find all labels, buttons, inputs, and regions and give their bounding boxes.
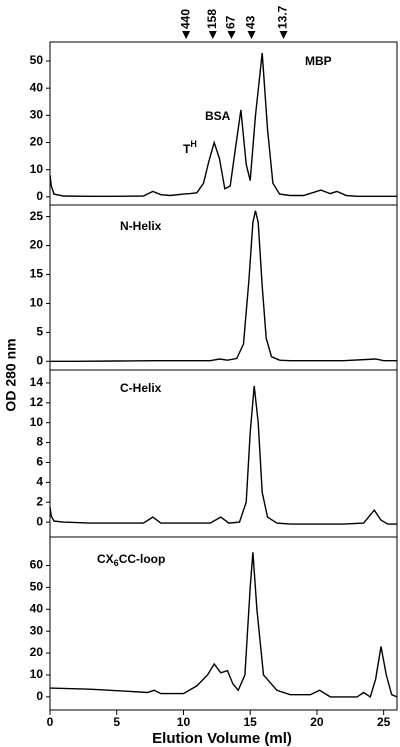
panel-label: N-Helix	[120, 219, 162, 233]
size-marker	[208, 31, 217, 39]
y-tick-label: 30	[30, 108, 44, 122]
panel-frame	[49, 204, 398, 371]
panel-label: C-Helix	[120, 381, 162, 395]
size-marker	[279, 31, 288, 39]
panel-frame	[49, 369, 398, 538]
y-tick-label: 12	[30, 395, 44, 409]
trace	[49, 52, 397, 197]
y-tick-label: 0	[36, 189, 43, 203]
panel-frame	[49, 536, 398, 711]
y-tick-label: 40	[30, 80, 44, 94]
size-marker	[182, 31, 191, 39]
y-tick-label: 6	[36, 455, 43, 469]
y-tick-label: 8	[36, 435, 43, 449]
y-tick-label: 10	[30, 162, 44, 176]
peak-label: TH	[183, 139, 197, 156]
peak-label-part: T	[183, 142, 191, 156]
x-tick-label: 0	[47, 715, 54, 729]
y-tick-label: 30	[30, 623, 44, 637]
y-tick-label: 50	[30, 580, 44, 594]
y-tick-label: 14	[30, 375, 44, 389]
trace	[49, 385, 397, 525]
x-tick-label: 10	[177, 715, 191, 729]
y-tick-label: 5	[36, 325, 43, 339]
size-marker	[247, 31, 256, 39]
y-tick-label: 10	[30, 415, 44, 429]
y-tick-label: 20	[30, 238, 44, 252]
y-tick-label: 4	[36, 474, 43, 488]
y-tick-label: 20	[30, 135, 44, 149]
y-tick-label: 20	[30, 645, 44, 659]
y-tick-label: 2	[36, 494, 43, 508]
y-tick-label: 0	[36, 689, 43, 703]
x-tick-label: 15	[244, 715, 258, 729]
x-tick-label: 5	[113, 715, 120, 729]
x-tick-label: 20	[310, 715, 324, 729]
panel-label-part: CX	[97, 552, 114, 566]
x-tick-label: 25	[377, 715, 391, 729]
y-tick-label: 10	[30, 296, 44, 310]
y-tick-label: 50	[30, 53, 44, 67]
y-tick-label: 40	[30, 601, 44, 615]
size-marker-label: 158	[205, 9, 219, 29]
y-tick-label: 10	[30, 667, 44, 681]
y-tick-label: 60	[30, 558, 44, 572]
panel-label: CX6CC-loop	[97, 552, 165, 568]
y-tick-label: 25	[30, 209, 44, 223]
size-marker-label: 67	[224, 15, 238, 29]
panel-label-part: 6	[114, 558, 119, 568]
y-tick-label: 15	[30, 267, 44, 281]
y-tick-label: 0	[36, 353, 43, 367]
trace	[49, 552, 398, 699]
size-marker	[227, 31, 236, 39]
peak-label: MBP	[305, 54, 332, 68]
size-marker-label: 43	[244, 15, 258, 29]
peak-label: BSA	[205, 109, 231, 123]
panel-label-part: CC-loop	[119, 552, 166, 566]
y-axis-label: OD 280 nm	[3, 338, 19, 411]
trace	[50, 210, 397, 362]
y-tick-label: 0	[36, 514, 43, 528]
peak-label-sup: H	[190, 139, 197, 149]
x-axis-label: Elution Volume (ml)	[152, 730, 292, 747]
size-marker-label: 440	[178, 9, 192, 29]
size-marker-label: 13.7	[276, 5, 290, 29]
